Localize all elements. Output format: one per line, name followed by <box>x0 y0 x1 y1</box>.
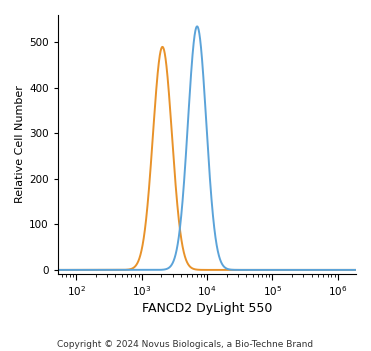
Text: Copyright © 2024 Novus Biologicals, a Bio-Techne Brand: Copyright © 2024 Novus Biologicals, a Bi… <box>58 340 313 349</box>
Y-axis label: Relative Cell Number: Relative Cell Number <box>15 85 25 203</box>
X-axis label: FANCD2 DyLight 550: FANCD2 DyLight 550 <box>142 302 272 315</box>
